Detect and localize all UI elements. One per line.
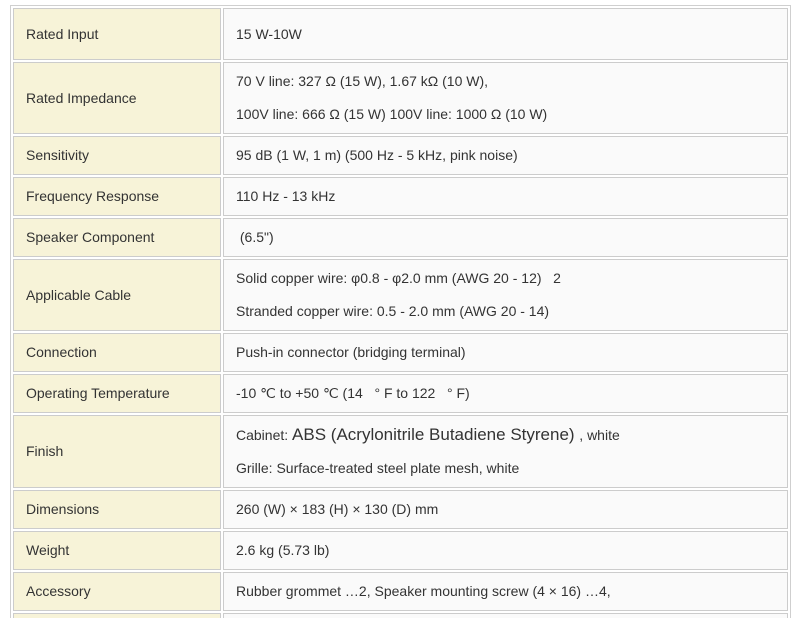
spec-value-cell: -10 ℃ to +50 ℃ (14 ° F to 122 ° F) — [223, 374, 788, 413]
spec-label-cell: Connection — [13, 333, 221, 372]
table-row: Frequency Response 110 Hz - 13 kHz — [13, 177, 788, 216]
spec-label-cell: Applicable Cable — [13, 259, 221, 331]
spec-label-cell: Accessory — [13, 572, 221, 611]
spec-value-cell: 15 W-10W — [223, 8, 788, 60]
spec-value-line: Push-in connector (bridging terminal) — [236, 344, 466, 360]
table-row: Sensitivity 95 dB (1 W, 1 m) (500 Hz - 5 … — [13, 136, 788, 175]
spec-value-line: 95 dB (1 W, 1 m) (500 Hz - 5 kHz, pink n… — [236, 147, 518, 163]
spec-label-cell: Operating Temperature — [13, 374, 221, 413]
spec-value-line: Grille: Surface-treated steel plate mesh… — [236, 460, 520, 476]
spec-label-cell: Dimensions — [13, 490, 221, 529]
spec-label: Applicable Cable — [26, 286, 132, 303]
spec-value-line: 110 Hz - 13 kHz — [236, 188, 336, 204]
spec-value-cell — [223, 613, 788, 618]
spec-value-line: Rubber grommet …2, Speaker mounting scre… — [236, 583, 611, 599]
table-row: Weight 2.6 kg (5.73 lb) — [13, 531, 788, 570]
spec-value-cell: Solid copper wire: φ0.8 - φ2.0 mm (AWG 2… — [223, 259, 788, 331]
spec-label: Dimensions — [26, 501, 100, 517]
spec-label: Speaker Component — [26, 229, 155, 245]
spec-value-cell: 95 dB (1 W, 1 m) (500 Hz - 5 kHz, pink n… — [223, 136, 788, 175]
spec-value-segment: Cabinet: — [236, 427, 293, 443]
spec-value-cell: 2.6 kg (5.73 lb) — [223, 531, 788, 570]
spec-label-cell — [13, 613, 221, 618]
table-row: Operating Temperature -10 ℃ to +50 ℃ (14 … — [13, 374, 788, 413]
spec-label-cell: Rated Impedance — [13, 62, 221, 134]
spec-label: Operating Temperature — [26, 385, 170, 401]
spec-value-cell: 70 V line: 327 Ω (15 W), 1.67 kΩ (10 W),… — [223, 62, 788, 134]
spec-value-line: -10 ℃ to +50 ℃ (14 ° F to 122 ° F) — [236, 385, 470, 401]
spec-value-line: Solid copper wire: φ0.8 - φ2.0 mm (AWG 2… — [236, 270, 561, 286]
table-row: Accessory Rubber grommet …2, Speaker moun… — [13, 572, 788, 611]
spec-value-cell: 110 Hz - 13 kHz — [223, 177, 788, 216]
spec-value-line: 70 V line: 327 Ω (15 W), 1.67 kΩ (10 W), — [236, 73, 489, 89]
spec-value-segment: , white — [579, 427, 620, 443]
spec-value-line: 2.6 kg (5.73 lb) — [236, 542, 330, 558]
spec-value-cell: Rubber grommet …2, Speaker mounting scre… — [223, 572, 788, 611]
spec-value-line: Stranded copper wire: 0.5 - 2.0 mm (AWG … — [236, 303, 550, 319]
spec-label-cell: Sensitivity — [13, 136, 221, 175]
spec-value-cell: (6.5") — [223, 218, 788, 257]
spec-value-cell: Push-in connector (bridging terminal) — [223, 333, 788, 372]
spec-label: Accessory — [26, 583, 91, 599]
table-row: Finish Cabinet: ABS (Acrylonitrile Butadi… — [13, 415, 788, 488]
table-row: Dimensions 260 (W) × 183 (H) × 130 (D) mm — [13, 490, 788, 529]
table-row: Applicable Cable Solid copper wire: φ0.8 … — [13, 259, 788, 331]
spec-value-line: (6.5") — [236, 229, 274, 245]
spec-label: Frequency Response — [26, 188, 160, 204]
specifications-table-body: Rated Input 15 W-10W Rated Impedance 70 V l… — [13, 8, 788, 618]
spec-label-cell: Speaker Component — [13, 218, 221, 257]
spec-label: Sensitivity — [26, 147, 90, 163]
table-row — [13, 613, 788, 618]
spec-value-cell: 260 (W) × 183 (H) × 130 (D) mm — [223, 490, 788, 529]
spec-value-line: 260 (W) × 183 (H) × 130 (D) mm — [236, 501, 439, 517]
spec-label: Connection — [26, 344, 97, 360]
spec-label: Weight — [26, 542, 70, 558]
spec-label: Finish — [26, 443, 64, 459]
spec-label: Rated Input — [26, 25, 99, 42]
spec-value-segment: ABS (Acrylonitrile Butadiene Styrene) — [292, 425, 580, 444]
spec-value-line: Cabinet: ABS (Acrylonitrile Butadiene St… — [236, 418, 775, 452]
table-row: Rated Input 15 W-10W — [13, 8, 788, 60]
table-row: Speaker Component (6.5") — [13, 218, 788, 257]
spec-value-cell: Cabinet: ABS (Acrylonitrile Butadiene St… — [223, 415, 788, 488]
spec-label-cell: Weight — [13, 531, 221, 570]
spec-label-cell: Rated Input — [13, 8, 221, 60]
table-row: Rated Impedance 70 V line: 327 Ω (15 W), … — [13, 62, 788, 134]
spec-value-line: 100V line: 666 Ω (15 W) 100V line: 1000 … — [236, 106, 548, 122]
spec-value-line: 15 W-10W — [236, 25, 302, 42]
spec-label-cell: Finish — [13, 415, 221, 488]
specifications-table: Rated Input 15 W-10W Rated Impedance 70 V l… — [10, 5, 791, 618]
spec-label: Rated Impedance — [26, 89, 137, 106]
table-row: Connection Push-in connector (bridging te… — [13, 333, 788, 372]
spec-label-cell: Frequency Response — [13, 177, 221, 216]
